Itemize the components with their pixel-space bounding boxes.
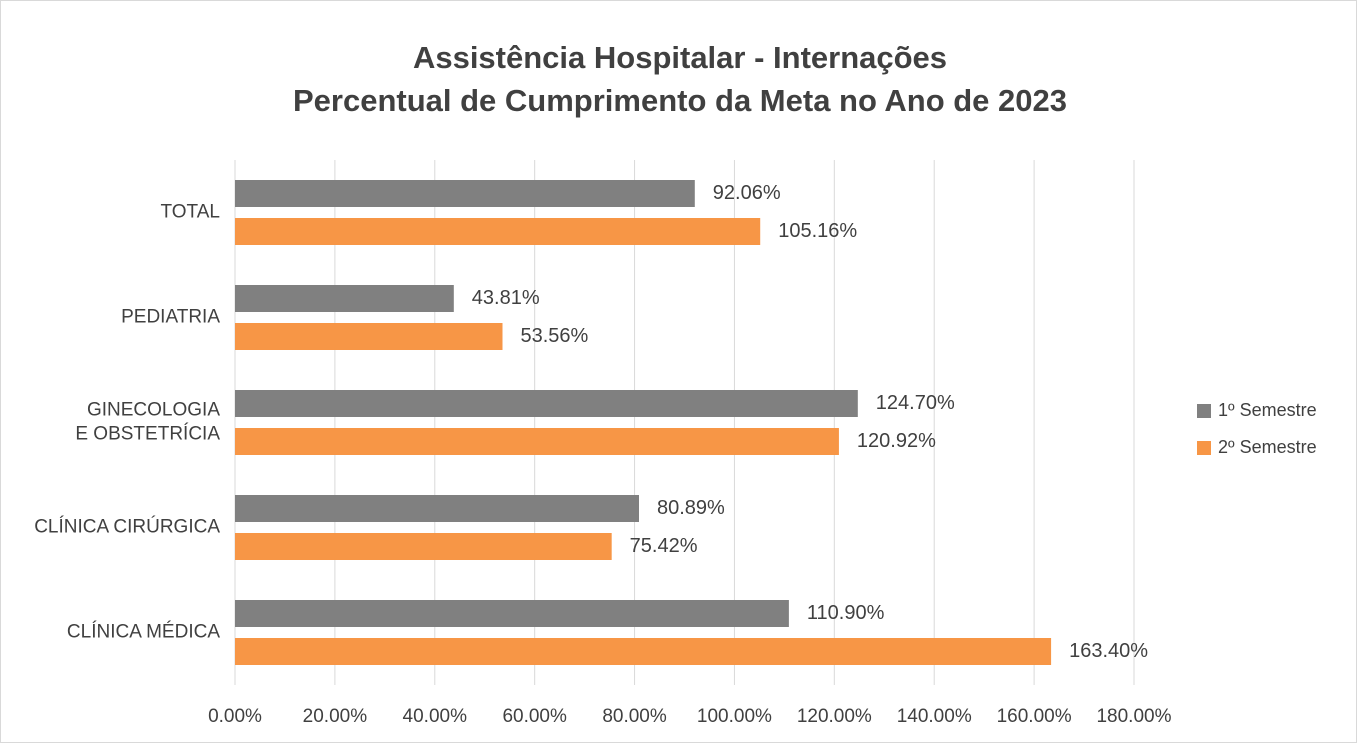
bar [235, 390, 858, 417]
y-tick-label: GINECOLOGIA E OBSTETRÍCIA [75, 400, 220, 445]
y-tick-label: CLÍNICA MÉDICA [67, 622, 220, 643]
chart-title: Assistência Hospitalar - Internações [413, 40, 947, 75]
y-tick-label: TOTAL [161, 202, 220, 223]
x-tick-label: 80.00% [602, 706, 667, 727]
bar [235, 638, 1052, 665]
bar [235, 428, 839, 455]
x-tick-label: 40.00% [403, 706, 468, 727]
x-tick-label: 180.00% [1096, 706, 1171, 727]
legend-swatch [1197, 404, 1211, 418]
data-label: 120.92% [857, 430, 936, 452]
x-tick-label: 20.00% [303, 706, 368, 727]
data-label: 163.40% [1069, 640, 1148, 662]
legend-label: 1º Semestre [1218, 400, 1317, 420]
data-label: 105.16% [778, 220, 857, 242]
bar [235, 323, 503, 350]
x-tick-label: 160.00% [997, 706, 1072, 727]
data-label: 43.81% [472, 287, 540, 309]
x-tick-label: 0.00% [208, 706, 262, 727]
data-label: 80.89% [657, 497, 725, 519]
x-tick-label: 60.00% [502, 706, 567, 727]
y-tick-label: CLÍNICA CIRÚRGICA [34, 516, 220, 538]
bar [235, 218, 761, 245]
legend-label: 2º Semestre [1218, 437, 1317, 457]
x-tick-label: 120.00% [797, 706, 872, 727]
data-label: 53.56% [521, 325, 589, 347]
data-label: 110.90% [807, 602, 885, 624]
data-label: 75.42% [630, 535, 698, 557]
chart-subtitle: Percentual de Cumprimento da Meta no Ano… [293, 83, 1067, 118]
bar [235, 180, 695, 207]
bar [235, 600, 789, 627]
data-label: 124.70% [876, 392, 955, 414]
bar [235, 533, 612, 560]
data-label: 92.06% [713, 182, 781, 204]
bar [235, 495, 640, 522]
x-tick-label: 100.00% [697, 706, 772, 727]
y-tick-label: PEDIATRIA [121, 307, 220, 328]
legend-swatch [1197, 441, 1211, 455]
bar [235, 285, 454, 312]
x-tick-label: 140.00% [897, 706, 972, 727]
